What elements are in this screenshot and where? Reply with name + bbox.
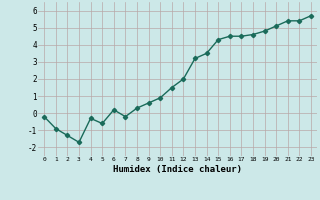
X-axis label: Humidex (Indice chaleur): Humidex (Indice chaleur) xyxy=(113,165,242,174)
